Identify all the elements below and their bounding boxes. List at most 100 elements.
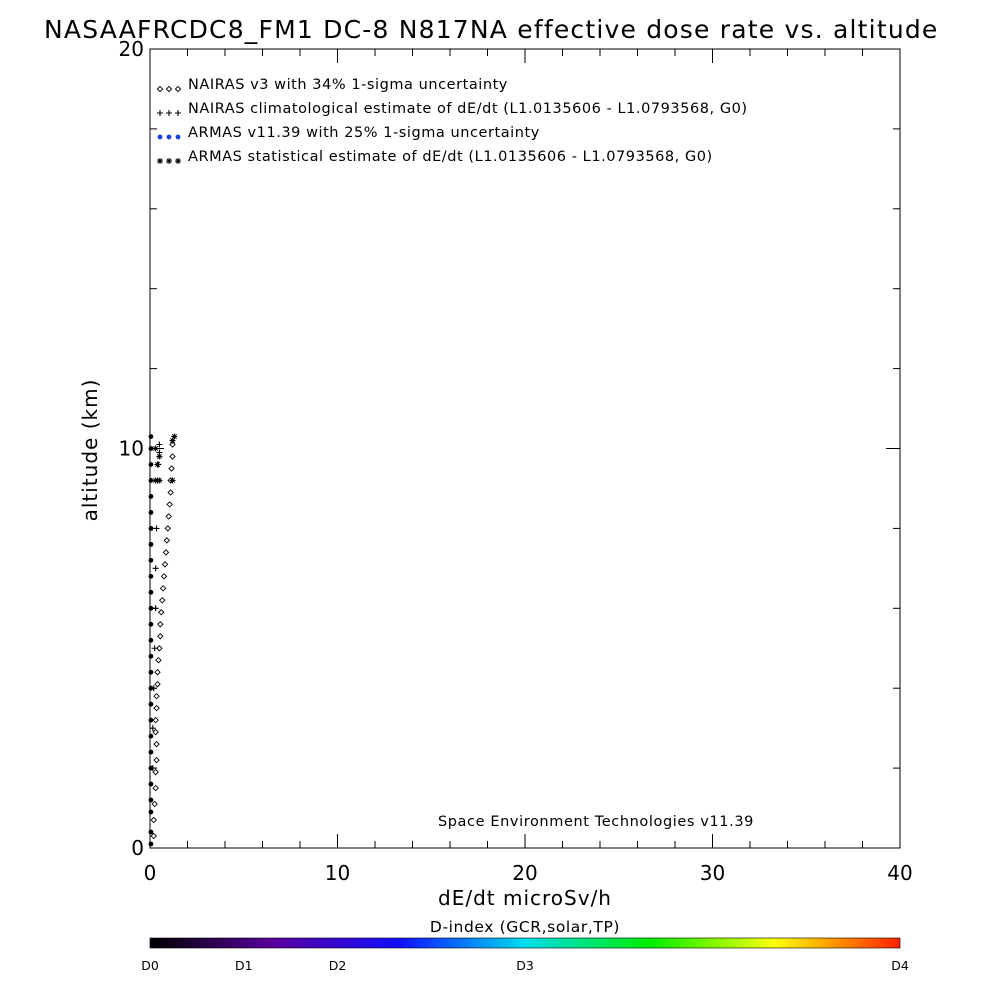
data-point-dot (148, 510, 154, 515)
data-point-dot (148, 589, 154, 595)
data-point-asterisk (154, 461, 161, 468)
data-point-diamond (152, 768, 159, 776)
data-point-diamond (158, 597, 166, 604)
data-point-diamond (150, 816, 157, 824)
x-tick-label: 20 (512, 861, 537, 885)
data-point-dot (148, 478, 154, 483)
data-point-dot (148, 749, 154, 755)
data-point-diamond (152, 728, 159, 736)
data-point-dot (148, 685, 154, 691)
plot-area (149, 48, 901, 849)
data-point-diamond (158, 609, 165, 616)
y-tick-label: 0 (131, 836, 144, 860)
colorbar-label: D2 (329, 958, 347, 973)
data-point-diamond (164, 525, 172, 532)
data-point-plus (156, 441, 163, 448)
data-point-diamond (165, 513, 172, 520)
x-tick-label: 0 (144, 861, 157, 885)
data-point-dot (148, 797, 154, 803)
legend-marker-diamond (174, 85, 182, 93)
data-point-dot (148, 733, 154, 739)
data-point-diamond (154, 668, 161, 676)
data-point-dot (148, 573, 154, 579)
legend-marker-plus (166, 110, 172, 116)
data-point-diamond (153, 756, 160, 764)
data-point-diamond (153, 740, 160, 748)
colorbar-label: D1 (235, 958, 253, 973)
data-point-dot (148, 781, 154, 787)
y-tick-label: 20 (119, 37, 144, 61)
data-point-diamond (169, 441, 176, 448)
legend-marker-asterisk (166, 158, 172, 164)
data-point-asterisk (156, 453, 163, 460)
legend-label: NAIRAS v3 with 34% 1-sigma uncertainty (188, 77, 508, 93)
data-point-dot (148, 605, 154, 611)
data-point-diamond (151, 800, 158, 808)
data-point-asterisk (152, 477, 159, 484)
data-point-diamond (161, 561, 169, 568)
data-point-diamond (163, 537, 171, 544)
data-point-diamond (162, 549, 170, 556)
data-point-dot (148, 841, 154, 847)
legend-marker-plus (157, 110, 163, 116)
data-point-dot (148, 621, 154, 627)
data-point-dot (148, 541, 154, 547)
x-tick-label: 40 (887, 861, 912, 885)
data-point-dot (148, 829, 154, 835)
data-point-diamond (153, 704, 160, 712)
colorbar-label: D4 (891, 958, 909, 973)
legend: NAIRAS v3 with 34% 1-sigma uncertainty NA… (156, 77, 748, 165)
legend-marker-plus (175, 110, 181, 116)
data-point-dot (148, 809, 154, 815)
legend-marker-dot (166, 134, 172, 140)
data-point-diamond (155, 656, 162, 664)
data-point-diamond (157, 621, 164, 628)
data-point-plus (149, 725, 156, 732)
axis-ticks (149, 48, 901, 849)
data-point-plus (151, 645, 158, 652)
x-tick-label: 30 (700, 861, 725, 885)
data-point-diamond (153, 692, 160, 700)
data-point-dot (148, 446, 154, 451)
data-point-asterisk (152, 445, 159, 452)
colorbar-label: D0 (141, 958, 159, 973)
data-point-diamond (154, 680, 161, 688)
y-tick-label: 10 (119, 437, 144, 461)
data-point-plus (153, 525, 160, 532)
data-point-dot (148, 434, 154, 439)
y-axis-label: altitude (km) (78, 379, 102, 522)
data-point-diamond (152, 716, 159, 724)
data-point-diamond (152, 784, 159, 792)
x-tick-label: 10 (325, 861, 350, 885)
data-point-dot (148, 653, 154, 659)
data-point-dot (148, 494, 154, 499)
data-point-dot (148, 462, 154, 467)
legend-label: NAIRAS climatological estimate of dE/dt … (188, 101, 748, 117)
legend-marker-dot (175, 134, 181, 140)
legend-label: ARMAS v11.39 with 25% 1-sigma uncertaint… (188, 125, 540, 141)
colorbar-labels: D0 D1 D2 D3 D4 (141, 958, 909, 973)
data-point-asterisk (171, 433, 178, 440)
colorbar (149, 937, 901, 949)
legend-marker-diamond (165, 85, 173, 93)
data-point-asterisk (169, 437, 176, 444)
data-point-dot (148, 717, 154, 723)
x-axis-label: dE/dt microSv/h (438, 886, 612, 910)
data-point-dot (148, 557, 154, 563)
chart-title: NASAAFRCDC8_FM1 DC-8 N817NA effective do… (44, 15, 939, 44)
data-point-diamond (159, 585, 167, 592)
data-point-diamond (169, 453, 176, 460)
legend-marker-dot (157, 134, 163, 140)
data-point-diamond (150, 832, 157, 840)
data-point-dot (148, 526, 154, 531)
data-point-dot (148, 765, 154, 771)
data-point-asterisk (156, 477, 163, 484)
data-point-diamond (167, 489, 174, 496)
data-point-dot (148, 701, 154, 707)
data-point-dot (148, 669, 154, 675)
data-markers (148, 433, 178, 847)
colorbar-label: D3 (516, 958, 534, 973)
data-point-plus (152, 565, 159, 572)
legend-marker-asterisk (157, 158, 163, 164)
